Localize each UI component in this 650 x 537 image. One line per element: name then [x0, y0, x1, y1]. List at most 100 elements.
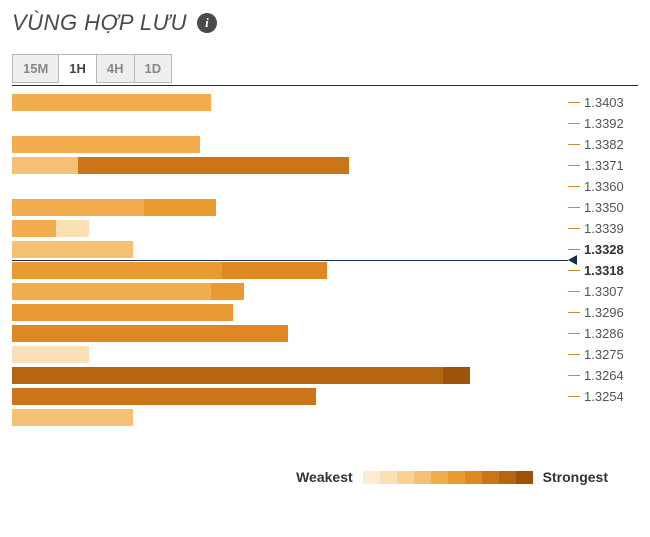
bar: [12, 199, 144, 216]
bar-track: [12, 176, 564, 197]
chart-row: 1.3296: [12, 302, 638, 323]
bar: [12, 283, 211, 300]
y-axis-label: 1.3360: [580, 179, 638, 194]
timeframe-tabs: 15M1H4H1D: [12, 54, 638, 83]
legend-swatch: [363, 471, 380, 484]
legend-swatch: [380, 471, 397, 484]
legend-swatch: [397, 471, 414, 484]
chart-row: [12, 407, 638, 428]
bar: [12, 94, 211, 111]
axis-tick: [568, 144, 580, 146]
legend-swatch: [431, 471, 448, 484]
bar-track: [12, 365, 564, 386]
axis-tick: [568, 249, 580, 251]
y-axis-label: 1.3392: [580, 116, 638, 131]
chart-row: 1.3360: [12, 176, 638, 197]
axis-tick: [568, 207, 580, 209]
bar: [12, 304, 233, 321]
bar-track: [12, 239, 564, 260]
tab-1h[interactable]: 1H: [58, 54, 97, 83]
bar-track: [12, 302, 564, 323]
y-axis-label: 1.3286: [580, 326, 638, 341]
axis-tick: [568, 333, 580, 335]
axis-tick: [568, 123, 580, 125]
chart-row: 1.3339: [12, 218, 638, 239]
chart-row: 1.3307: [12, 281, 638, 302]
axis-tick: [568, 354, 580, 356]
chart-row: 1.3286: [12, 323, 638, 344]
bar: [12, 409, 133, 426]
legend-swatch: [499, 471, 516, 484]
current-price-line: [12, 260, 568, 261]
y-axis-label: 1.3275: [580, 347, 638, 362]
tab-4h[interactable]: 4H: [96, 54, 135, 83]
bar-track: [12, 92, 564, 113]
legend: Weakest Strongest: [12, 469, 638, 485]
chart-row: 1.3318: [12, 260, 638, 281]
legend-swatch: [482, 471, 499, 484]
y-axis-label: 1.3382: [580, 137, 638, 152]
legend-swatch: [448, 471, 465, 484]
legend-swatch: [465, 471, 482, 484]
bar: [12, 241, 133, 258]
legend-swatch: [516, 471, 533, 484]
chart-row: 1.3275: [12, 344, 638, 365]
axis-tick: [568, 270, 580, 272]
chart-row: 1.3350: [12, 197, 638, 218]
bar: [12, 325, 288, 342]
chart-row: 1.3403: [12, 92, 638, 113]
legend-swatches: [363, 471, 533, 484]
bar: [12, 388, 316, 405]
chart-row: 1.3371: [12, 155, 638, 176]
bar-track: [12, 323, 564, 344]
legend-swatch: [414, 471, 431, 484]
chart-row: 1.3328: [12, 239, 638, 260]
tab-15m[interactable]: 15M: [12, 54, 59, 83]
bar: [12, 367, 443, 384]
bar-track: [12, 407, 564, 428]
y-axis-label: 1.3307: [580, 284, 638, 299]
bar: [12, 157, 78, 174]
y-axis-label: 1.3296: [580, 305, 638, 320]
axis-tick: [568, 186, 580, 188]
y-axis-label: 1.3403: [580, 95, 638, 110]
y-axis-label: 1.3339: [580, 221, 638, 236]
bar-track: [12, 344, 564, 365]
current-price-arrow-icon: [568, 255, 577, 265]
axis-tick: [568, 375, 580, 377]
axis-tick: [568, 165, 580, 167]
page-title: VÙNG HỢP LƯU: [12, 10, 187, 36]
bar: [12, 262, 222, 279]
bar-track: [12, 260, 564, 281]
bar-track: [12, 218, 564, 239]
info-icon[interactable]: i: [197, 13, 217, 33]
axis-tick: [568, 102, 580, 104]
y-axis-label: 1.3328: [580, 242, 638, 257]
axis-tick: [568, 291, 580, 293]
chart-row: 1.3264: [12, 365, 638, 386]
bar-track: [12, 113, 564, 134]
bar: [12, 136, 200, 153]
bar: [12, 220, 56, 237]
axis-tick: [568, 396, 580, 398]
legend-strongest-label: Strongest: [543, 469, 608, 485]
bar: [12, 346, 89, 363]
bar-track: [12, 281, 564, 302]
bar-track: [12, 386, 564, 407]
confluence-chart: 1.3403 1.3392 1.3382 1.3371 1.3360 1.3350 1.33…: [12, 85, 638, 455]
y-axis-label: 1.3254: [580, 389, 638, 404]
bar-track: [12, 134, 564, 155]
header: VÙNG HỢP LƯU i: [12, 10, 638, 36]
axis-tick: [568, 312, 580, 314]
y-axis-label: 1.3350: [580, 200, 638, 215]
y-axis-label: 1.3318: [580, 263, 638, 278]
chart-row: 1.3254: [12, 386, 638, 407]
axis-tick: [568, 228, 580, 230]
bar-track: [12, 155, 564, 176]
tab-1d[interactable]: 1D: [134, 54, 173, 83]
y-axis-label: 1.3371: [580, 158, 638, 173]
legend-weakest-label: Weakest: [296, 469, 353, 485]
y-axis-label: 1.3264: [580, 368, 638, 383]
chart-row: 1.3382: [12, 134, 638, 155]
chart-row: 1.3392: [12, 113, 638, 134]
